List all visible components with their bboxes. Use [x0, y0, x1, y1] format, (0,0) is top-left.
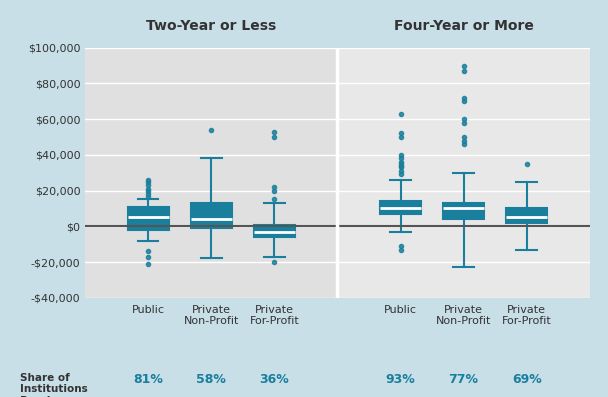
PathPatch shape	[506, 208, 547, 223]
PathPatch shape	[128, 207, 168, 230]
PathPatch shape	[191, 203, 232, 228]
Text: 58%: 58%	[196, 373, 226, 386]
PathPatch shape	[254, 225, 295, 237]
PathPatch shape	[443, 203, 484, 219]
Text: Two-Year or Less: Two-Year or Less	[146, 19, 277, 33]
Bar	[337, 48, 590, 298]
Text: 93%: 93%	[385, 373, 415, 386]
Text: 81%: 81%	[133, 373, 163, 386]
Text: Four-Year or More: Four-Year or More	[393, 19, 534, 33]
Text: 36%: 36%	[260, 373, 289, 386]
Text: 69%: 69%	[512, 373, 542, 386]
Text: Share of
Institutions
Passing:: Share of Institutions Passing:	[19, 373, 88, 397]
Text: 77%: 77%	[449, 373, 478, 386]
Bar	[85, 48, 337, 298]
PathPatch shape	[380, 201, 421, 214]
